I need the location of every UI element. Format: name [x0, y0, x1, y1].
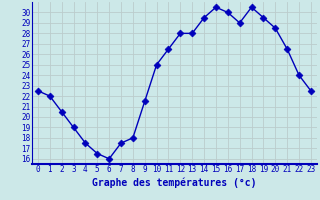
- X-axis label: Graphe des températures (°c): Graphe des températures (°c): [92, 177, 257, 188]
